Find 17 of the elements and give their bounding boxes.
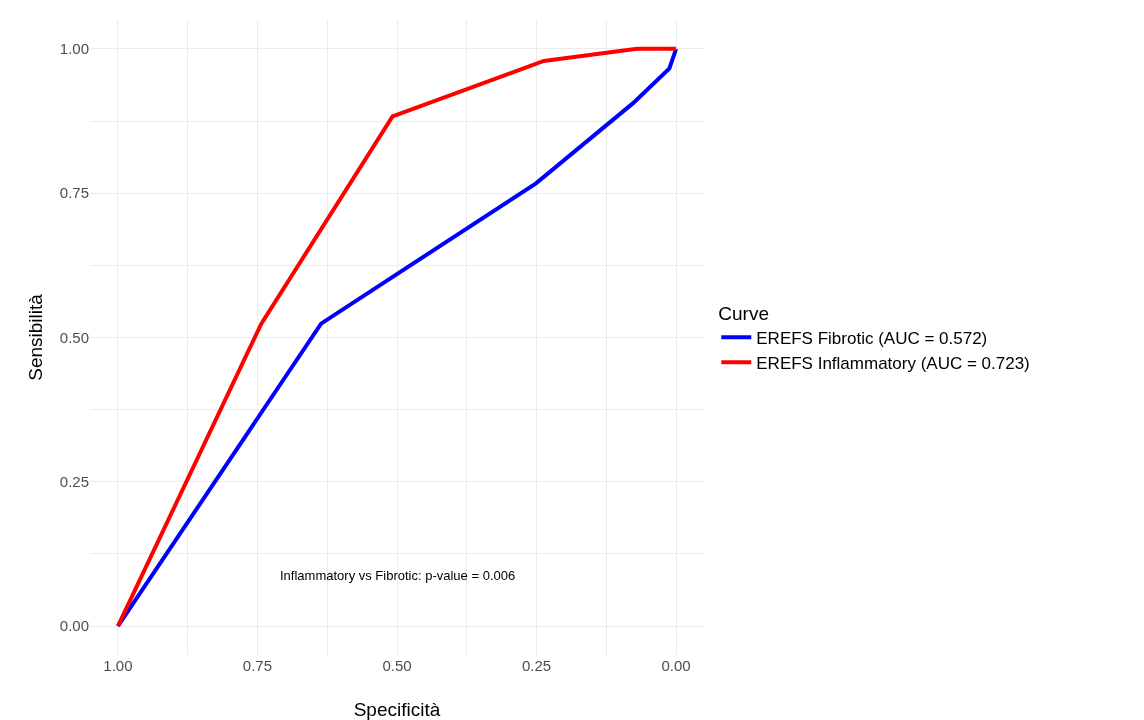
y-tick-label: 0.25 <box>59 473 89 491</box>
y-tick-label: 0.50 <box>59 328 89 346</box>
y-axis-title: Sensibilità <box>25 293 46 381</box>
x-tick-label: 0.25 <box>521 657 552 674</box>
x-tick-label: 1.00 <box>103 657 133 674</box>
legend-label: EREFS Fibrotic (AUC = 0.572) <box>756 328 988 348</box>
y-tick-label: 1.00 <box>59 40 89 58</box>
x-tick-label: 0.50 <box>382 657 412 674</box>
legend-title: Curve <box>718 302 769 324</box>
y-tick-label: 0.75 <box>59 184 89 202</box>
x-tick-label: 0.00 <box>661 657 691 674</box>
x-axis-title: Specificità <box>353 699 441 720</box>
y-tick-label: 0.00 <box>59 617 89 635</box>
line-series <box>115 46 679 629</box>
annotation: Inflammatory vs Fibrotic: p-value = 0.006 <box>280 568 516 583</box>
x-tick-label: 0.75 <box>242 657 273 674</box>
legend-label: EREFS Inflammatory (AUC = 0.723) <box>756 353 1030 373</box>
